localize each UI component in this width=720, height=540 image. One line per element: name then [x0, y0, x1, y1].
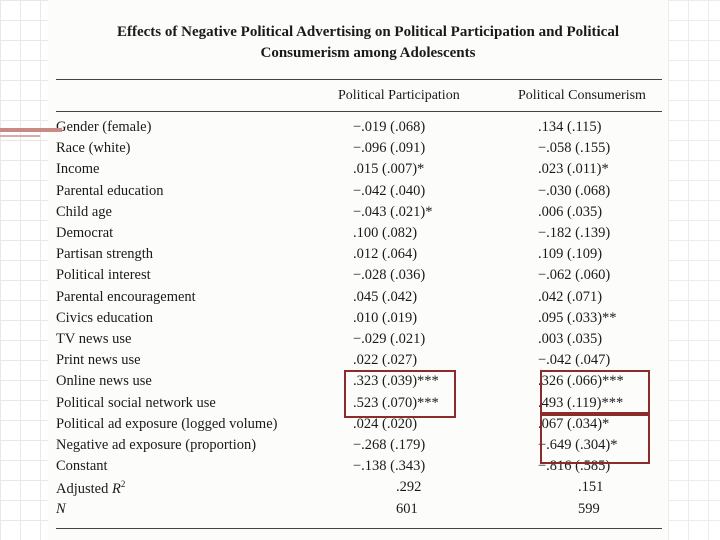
highlight-box-participation-media [344, 370, 456, 418]
row-label: Income [56, 161, 99, 178]
cell-political-participation: .022 (.027) [353, 352, 418, 369]
cell-political-consumerism: .095 (.033)** [538, 309, 617, 326]
cell-political-consumerism: .134 (.115) [538, 119, 602, 135]
row-label-text: Political social network use [56, 394, 216, 411]
highlight-box-consumerism-media [540, 370, 650, 414]
cell-political-consumerism: .326 (.066)*** [538, 373, 624, 390]
cell-political-participation: .100 (.082) [353, 225, 418, 241]
row-label: N [56, 501, 66, 518]
cell-political-participation: −.028 (.036) [353, 267, 426, 284]
cell-political-consumerism: .151 [578, 479, 604, 496]
table-title: Effects of Negative Political Advertisin… [48, 22, 688, 64]
cell-political-consumerism: .042 (.071) [538, 288, 603, 305]
cell-political-consumerism: 599 [578, 500, 600, 517]
row-label-text: Parental education [56, 182, 164, 199]
row-label-text: Adjusted R [56, 481, 121, 498]
cell-political-consumerism: −.042 (.047) [538, 352, 611, 369]
cell-political-participation: −.029 (.021) [353, 331, 426, 347]
cell-political-consumerism: −.062 (.060) [538, 267, 611, 284]
row-label-text: Parental encouragement [56, 288, 196, 305]
cell-political-participation: .045 (.042) [353, 288, 418, 305]
cell-political-consumerism: −.058 (.155) [538, 140, 611, 157]
cell-political-participation: .010 (.019) [353, 309, 418, 326]
cell-political-consumerism: −.182 (.139) [538, 225, 611, 241]
row-label: Gender (female) [56, 119, 151, 136]
column-header-participation: Political Participation [338, 88, 460, 103]
row-label-text: N [56, 500, 66, 517]
row-label-text: Online news use [56, 373, 152, 390]
row-label-text: Gender (female) [56, 119, 152, 135]
row-label-text: TV news use [56, 331, 132, 347]
table-title-line2: Consumerism among Adolescents [260, 45, 476, 61]
cell-political-participation: −.096 (.091) [353, 140, 426, 157]
cell-political-participation: .012 (.064) [353, 246, 418, 263]
cell-political-participation: −.043 (.021)* [353, 203, 433, 220]
row-label-superscript: 2 [120, 479, 126, 490]
cell-political-participation: −.042 (.040) [353, 182, 426, 199]
cell-political-participation: .323 (.039)*** [353, 373, 439, 390]
slide-grid-left [0, 0, 48, 540]
row-label: Child age [56, 204, 112, 221]
row-label: TV news use [56, 331, 131, 348]
row-label: Democrat [56, 225, 113, 242]
cell-political-consumerism: −.649 (.304)* [538, 437, 618, 453]
row-label: Negative ad exposure (proportion) [56, 437, 256, 454]
row-label: Civics education [56, 310, 153, 327]
cell-political-participation: −.019 (.068) [353, 119, 426, 135]
cell-political-consumerism: .493 (.119)*** [538, 394, 624, 411]
row-label-text: Child age [56, 203, 112, 220]
row-label-text: Partisan strength [56, 246, 154, 263]
row-label: Political social network use [56, 395, 216, 412]
slide-accent-bar-thin [0, 135, 40, 137]
row-label: Online news use [56, 373, 152, 390]
cell-political-consumerism: .109 (.109) [538, 246, 603, 263]
cell-political-participation: .015 (.007)* [353, 161, 425, 178]
cell-political-consumerism: .003 (.035) [538, 331, 603, 347]
highlight-box-consumerism-ads [540, 414, 650, 464]
row-label-text: Constant [56, 458, 108, 475]
row-label: Partisan strength [56, 246, 153, 263]
row-label: Parental encouragement [56, 289, 196, 306]
cell-political-consumerism: .023 (.011)* [538, 161, 609, 178]
row-label-text: Negative ad exposure (proportion) [56, 437, 257, 453]
row-label: Adjusted R2 [56, 479, 125, 498]
row-label-text: Political interest [56, 267, 151, 284]
slide-accent-bar [0, 128, 62, 132]
row-label: Print news use [56, 352, 141, 369]
cell-political-consumerism: .067 (.034)* [538, 415, 610, 432]
row-label: Constant [56, 458, 108, 475]
row-label-text: Income [56, 161, 100, 178]
row-label-text: Print news use [56, 352, 141, 369]
top-rule [56, 79, 662, 80]
column-header-consumerism: Political Consumerism [518, 88, 646, 103]
row-label-text: Political ad exposure (logged volume) [56, 415, 278, 432]
cell-political-participation: .024 (.020) [353, 415, 418, 432]
cell-political-participation: .292 [396, 479, 422, 496]
table-title-line1: Effects of Negative Political Advertisin… [116, 24, 619, 40]
row-label-text: Civics education [56, 309, 154, 326]
slide-grid-right [668, 0, 720, 540]
row-label: Race (white) [56, 140, 130, 157]
document-page: Effects of Negative Political Advertisin… [48, 0, 668, 540]
cell-political-participation: −.268 (.179) [353, 437, 426, 453]
row-label: Parental education [56, 183, 164, 200]
row-label-text: Democrat [56, 225, 114, 241]
cell-political-participation: 601 [396, 500, 418, 517]
row-label: Political ad exposure (logged volume) [56, 416, 277, 433]
row-label-text: Race (white) [56, 140, 131, 157]
cell-political-participation: .523 (.070)*** [353, 394, 439, 411]
cell-political-consumerism: .006 (.035) [538, 203, 603, 220]
bottom-rule [56, 528, 662, 529]
cell-political-consumerism: −.030 (.068) [538, 182, 611, 199]
row-label: Political interest [56, 267, 151, 284]
header-rule [56, 111, 662, 112]
cell-political-participation: −.138 (.343) [353, 458, 426, 475]
